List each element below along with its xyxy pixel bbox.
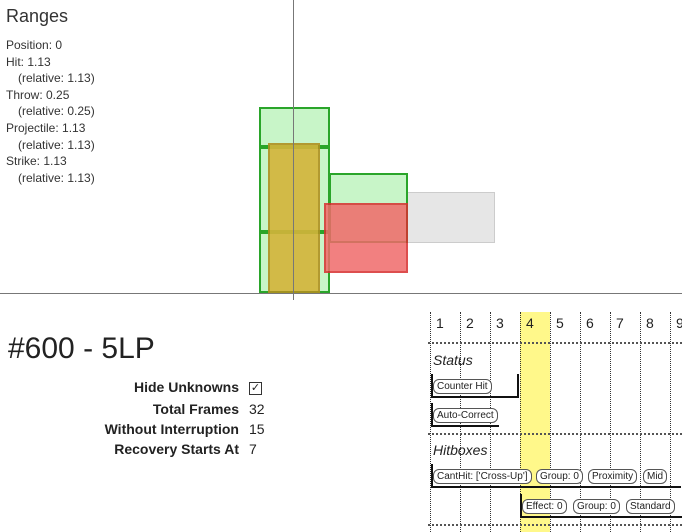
vertical-axis (293, 0, 294, 300)
hitbox-visualization (259, 107, 495, 293)
frame-column-line (610, 312, 612, 532)
hitbox-bracket (520, 494, 682, 518)
range-row: Throw: 0.25 (6, 87, 70, 102)
frame-number[interactable]: 7 (616, 315, 624, 331)
hide-unknowns-row: Hide Unknowns ✓ (0, 377, 682, 397)
range-row: (relative: 0.25) (18, 104, 95, 119)
range-row: Projectile: 1.13 (6, 120, 86, 135)
status-section-label: Status (433, 352, 473, 368)
total-frames-value: 32 (249, 401, 265, 417)
frame-number[interactable]: 9 (676, 315, 682, 331)
total-frames-row: Total Frames 32 (0, 399, 682, 419)
frame-timeline: 1 2 3 4 5 6 7 8 9 Status Counter Hit Auto-Correc… (428, 312, 682, 532)
frame-number[interactable]: 5 (556, 315, 564, 331)
status-chip-auto-correct[interactable]: Auto-Correct (433, 408, 498, 423)
recovery-starts-row: Recovery Starts At 7 (0, 439, 682, 459)
recovery-starts-value: 7 (249, 441, 257, 457)
ranges-list: Position: 0 Hit: 1.13 (relative: 1.13) Thro… (6, 37, 95, 186)
hide-unknowns-label: Hide Unknowns (133, 379, 239, 395)
frame-column-line (550, 312, 552, 532)
without-interruption-value: 15 (249, 421, 265, 437)
pushbox (268, 143, 320, 293)
hitbox-chip-canthit[interactable]: CantHit: ['Cross-Up'] (433, 469, 532, 484)
frame-column-line (640, 312, 642, 532)
frame-number[interactable]: 6 (586, 315, 594, 331)
hide-unknowns-checkbox[interactable]: ✓ (249, 381, 262, 395)
frame-column-line (520, 312, 522, 532)
frame-column-line (430, 312, 432, 532)
range-row: Position: 0 (6, 38, 63, 52)
frame-highlight (520, 312, 550, 532)
hitboxes-section-label: Hitboxes (433, 442, 488, 458)
hitbox-chip-proximity[interactable]: Proximity (588, 469, 638, 484)
without-interruption-row: Without Interruption 15 (0, 419, 682, 439)
frame-column-line (670, 312, 672, 532)
status-bracket (431, 374, 519, 398)
hitbox-chip-group[interactable]: Group: 0 (536, 469, 583, 484)
row-separator (428, 342, 682, 345)
range-row: Hit: 1.13 (6, 54, 51, 69)
row-separator (428, 524, 682, 527)
status-chip-counter-hit[interactable]: Counter Hit (433, 379, 492, 394)
hitbox-chip-mid[interactable]: Mid (643, 469, 668, 484)
range-row: (relative: 1.13) (18, 71, 95, 86)
recovery-starts-label: Recovery Starts At (114, 441, 239, 457)
hitbox-chip-standard[interactable]: Standard (626, 499, 675, 514)
hitbox-chip-group[interactable]: Group: 0 (573, 499, 620, 514)
row-separator (428, 433, 682, 436)
frame-number[interactable]: 8 (646, 315, 654, 331)
horizontal-axis (0, 293, 682, 294)
hitbox (324, 203, 408, 273)
frame-number[interactable]: 4 (526, 315, 534, 331)
frame-number[interactable]: 2 (466, 315, 474, 331)
range-row: (relative: 1.13) (18, 137, 95, 152)
without-interruption-label: Without Interruption (104, 421, 239, 437)
hitbox-chip-effect[interactable]: Effect: 0 (522, 499, 567, 514)
total-frames-label: Total Frames (152, 401, 239, 417)
hurtbox-upper (259, 107, 330, 147)
range-row: Strike: 1.13 (6, 154, 67, 169)
frame-column-line (580, 312, 582, 532)
ranges-title: Ranges (6, 6, 69, 26)
move-title: #600 - 5LP (8, 332, 155, 365)
range-row: (relative: 1.13) (18, 170, 95, 185)
frame-number[interactable]: 1 (436, 315, 444, 331)
hitbox-bracket (431, 464, 681, 488)
frame-number[interactable]: 3 (496, 315, 504, 331)
status-bracket (431, 403, 499, 427)
